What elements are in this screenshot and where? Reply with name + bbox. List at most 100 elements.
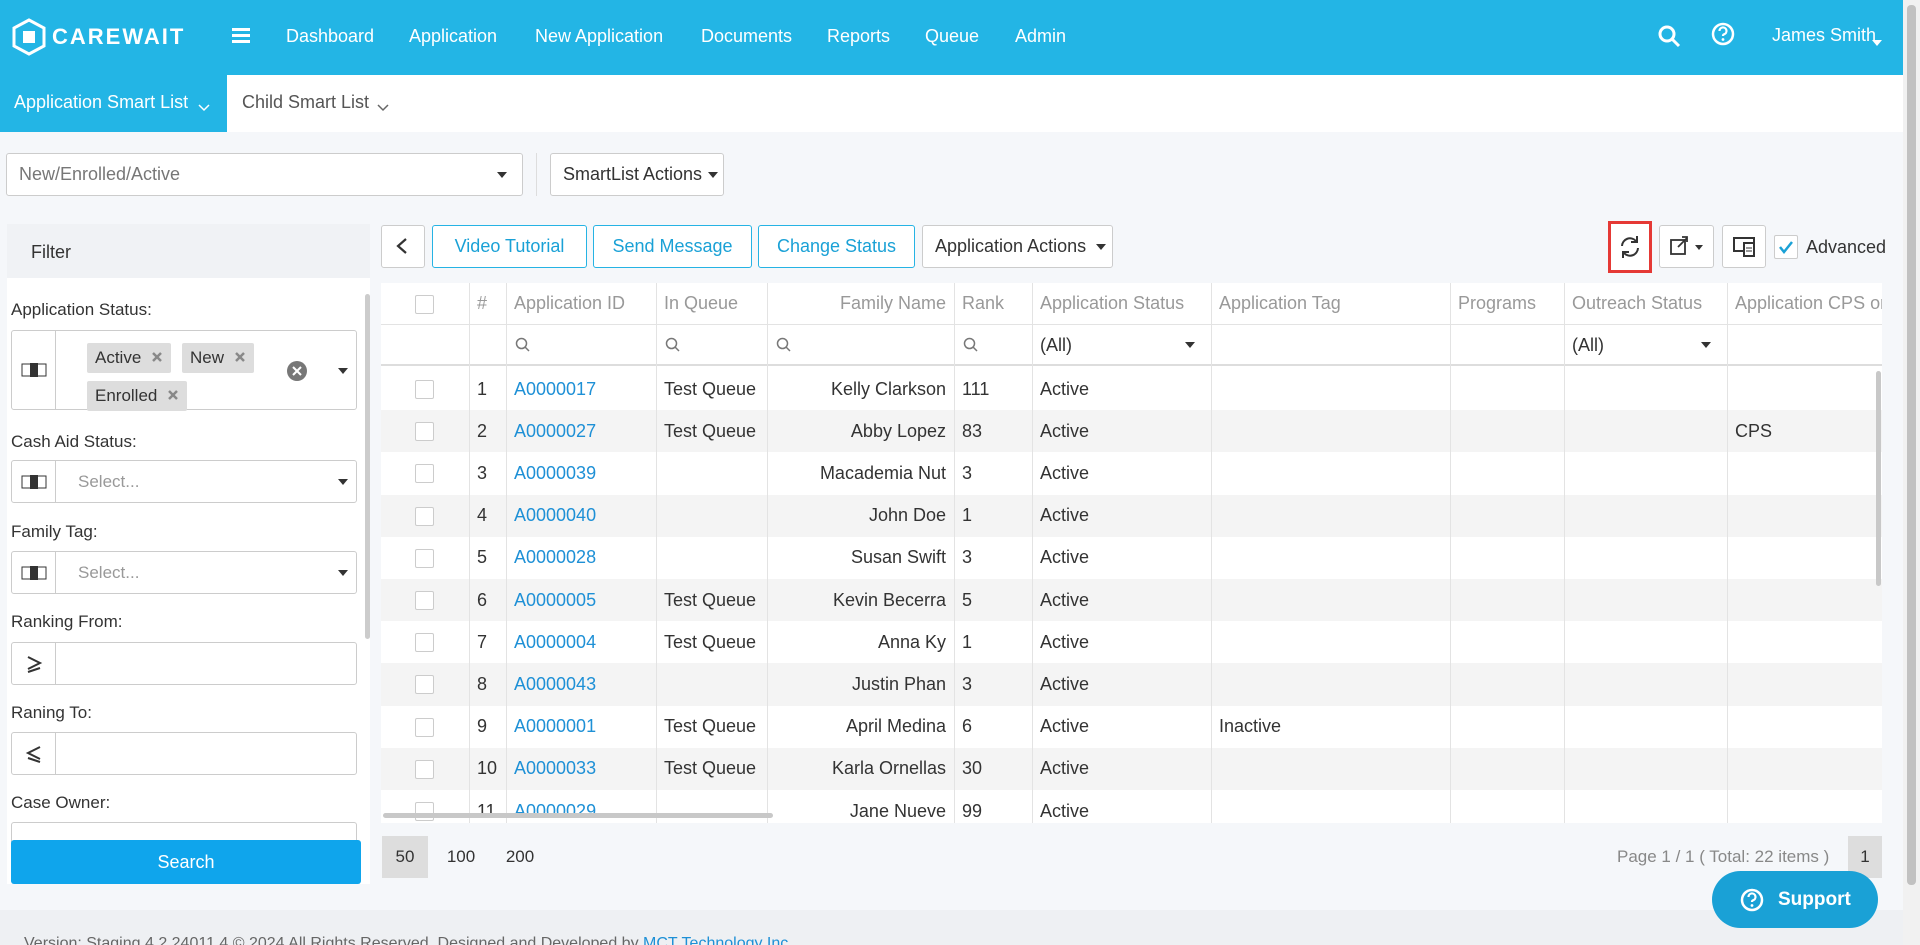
column-header[interactable]: Family Name bbox=[839, 293, 946, 313]
table-cell bbox=[1564, 579, 1727, 621]
application-link[interactable]: A0000005 bbox=[514, 589, 597, 610]
application-link[interactable]: A0000001 bbox=[514, 716, 597, 737]
tab[interactable]: Child Smart List bbox=[242, 92, 370, 112]
smartlist-select[interactable]: New/Enrolled/Active bbox=[6, 153, 523, 196]
column-header[interactable]: Application CPS or bbox=[1735, 293, 1882, 313]
chip-remove[interactable] bbox=[141, 348, 163, 368]
application-link[interactable]: A0000039 bbox=[514, 462, 597, 483]
row-checkbox[interactable] bbox=[415, 422, 434, 442]
placeholder[interactable]: Select... bbox=[78, 563, 140, 582]
smartlist-actions[interactable]: SmartList Actions bbox=[550, 153, 724, 196]
column-divider bbox=[1727, 368, 1728, 823]
table-row[interactable] bbox=[381, 705, 1882, 748]
caret[interactable] bbox=[338, 570, 348, 576]
search-icon[interactable] bbox=[1657, 24, 1681, 48]
status-filter[interactable]: (All) bbox=[1040, 334, 1072, 355]
row-checkbox[interactable] bbox=[415, 633, 434, 653]
column-header[interactable]: Rank bbox=[962, 293, 1005, 313]
nav-item[interactable]: Reports bbox=[827, 26, 891, 46]
row-checkbox[interactable] bbox=[415, 548, 434, 568]
column-header[interactable]: Application Status bbox=[1040, 293, 1185, 313]
nav-item[interactable]: Application bbox=[409, 26, 498, 46]
row-checkbox[interactable] bbox=[415, 591, 434, 610]
column-chooser[interactable] bbox=[1722, 225, 1766, 268]
page-size[interactable]: 100 bbox=[446, 847, 476, 866]
table-row[interactable] bbox=[381, 663, 1882, 706]
table-cell: Active bbox=[1040, 547, 1090, 568]
application-link[interactable]: A0000033 bbox=[514, 758, 597, 779]
application-link[interactable]: A0000027 bbox=[514, 420, 597, 441]
toolbar-button[interactable]: Video Tutorial bbox=[432, 225, 587, 268]
column-header[interactable]: Outreach Status bbox=[1572, 293, 1703, 313]
footer-text: Version: Staging 4.2.24011.4 © 2024 All … bbox=[24, 935, 793, 945]
column-search[interactable] bbox=[963, 337, 979, 353]
application-link[interactable]: A0000029 bbox=[514, 800, 597, 821]
nav-item[interactable]: Documents bbox=[701, 26, 793, 46]
row-checkbox[interactable] bbox=[415, 675, 434, 695]
application-link[interactable]: A0000028 bbox=[514, 547, 597, 568]
row-checkbox[interactable] bbox=[415, 759, 434, 779]
column-header[interactable]: In Queue bbox=[664, 293, 739, 313]
select-all[interactable] bbox=[415, 295, 434, 314]
support-button[interactable]: Support bbox=[1712, 871, 1878, 928]
table-row[interactable] bbox=[381, 368, 1882, 411]
footer-link[interactable]: MCT Technology Inc. bbox=[643, 935, 793, 945]
table-cell bbox=[1727, 663, 1882, 705]
chip[interactable]: Active bbox=[87, 343, 172, 373]
page-size[interactable]: 50 bbox=[382, 836, 428, 878]
toolbar-button[interactable]: Send Message bbox=[593, 225, 752, 268]
column-header[interactable]: Programs bbox=[1458, 293, 1537, 313]
toolbar-button[interactable]: Change Status bbox=[758, 225, 915, 268]
table-row[interactable] bbox=[381, 747, 1882, 790]
chip[interactable]: Enrolled bbox=[87, 381, 188, 411]
table-cell bbox=[656, 537, 767, 579]
row-checkbox[interactable] bbox=[415, 464, 434, 484]
input-box[interactable] bbox=[11, 642, 357, 685]
column-search[interactable] bbox=[515, 337, 531, 353]
user-menu[interactable]: James Smith bbox=[1772, 25, 1877, 45]
row-checkbox[interactable] bbox=[415, 717, 434, 737]
nav-item[interactable]: New Application bbox=[535, 26, 664, 46]
caret[interactable] bbox=[338, 479, 348, 485]
application-link[interactable]: A0000017 bbox=[514, 378, 597, 399]
table-row[interactable] bbox=[381, 621, 1882, 664]
application-link[interactable]: A0000040 bbox=[514, 505, 597, 526]
column-header[interactable]: # bbox=[477, 293, 488, 313]
application-actions[interactable]: Application Actions bbox=[922, 225, 1113, 268]
nav-item[interactable]: Queue bbox=[925, 26, 980, 46]
refresh-button[interactable] bbox=[1608, 221, 1652, 273]
table-row[interactable] bbox=[381, 410, 1882, 453]
table-row[interactable] bbox=[381, 579, 1882, 622]
application-link[interactable]: A0000004 bbox=[514, 631, 597, 652]
input-box[interactable] bbox=[11, 732, 357, 775]
nav-item[interactable]: Dashboard bbox=[286, 26, 375, 46]
caret[interactable] bbox=[338, 368, 348, 374]
column-search[interactable] bbox=[776, 337, 792, 353]
table-row[interactable] bbox=[381, 494, 1882, 537]
search-button[interactable]: Search bbox=[11, 840, 361, 884]
chip-remove[interactable] bbox=[224, 348, 246, 368]
outreach-filter[interactable]: (All) bbox=[1572, 334, 1604, 355]
page-size[interactable]: 200 bbox=[505, 847, 535, 866]
application-link[interactable]: A0000043 bbox=[514, 673, 597, 694]
column-header[interactable]: Application ID bbox=[514, 293, 626, 313]
column-header[interactable]: Application Tag bbox=[1219, 293, 1341, 313]
table-row[interactable] bbox=[381, 452, 1882, 495]
placeholder[interactable]: Select... bbox=[78, 472, 140, 491]
advanced-checkbox[interactable] bbox=[1774, 235, 1798, 259]
menu-toggle[interactable] bbox=[232, 28, 250, 44]
clear-all[interactable] bbox=[286, 360, 308, 382]
row-checkbox[interactable] bbox=[415, 802, 434, 821]
back-button[interactable] bbox=[381, 225, 425, 268]
export-button[interactable] bbox=[1659, 225, 1714, 268]
column-search[interactable] bbox=[665, 337, 681, 353]
table-row[interactable] bbox=[381, 536, 1882, 579]
help-icon[interactable] bbox=[1711, 22, 1735, 46]
chip-remove[interactable] bbox=[157, 386, 179, 406]
row-checkbox[interactable] bbox=[415, 380, 434, 399]
chip[interactable]: New bbox=[182, 343, 255, 373]
tab[interactable]: Application Smart List bbox=[14, 92, 189, 112]
row-checkbox[interactable] bbox=[415, 506, 434, 526]
nav-item[interactable]: Admin bbox=[1015, 26, 1067, 46]
